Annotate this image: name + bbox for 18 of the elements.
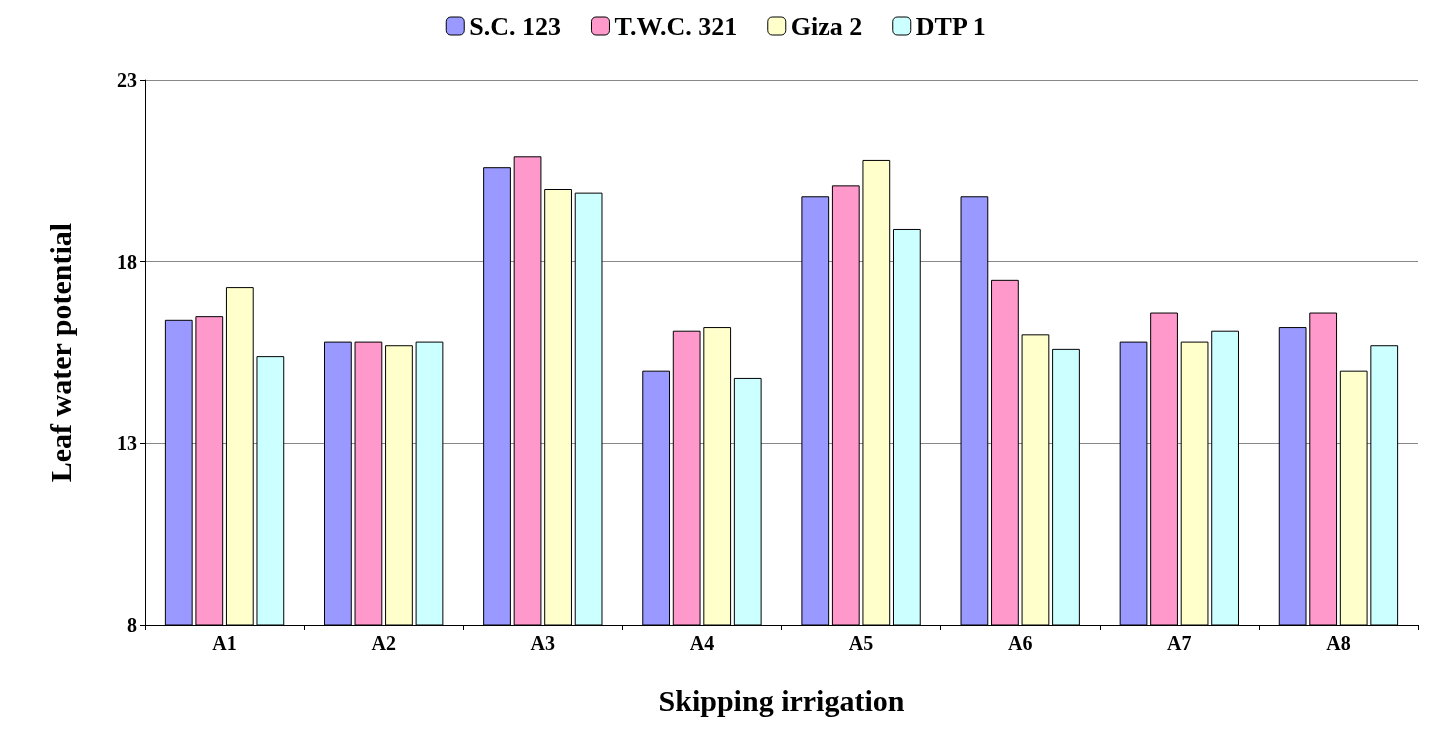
y-tick-label: 18 [117,250,137,273]
legend-label: DTP 1 [915,11,986,41]
x-tick-label: A4 [689,632,715,654]
x-tick-label: A3 [530,632,556,654]
x-axis-title: Skipping irrigation [658,683,905,717]
legend-label: S.C. 123 [469,11,561,41]
y-tick-label: 13 [117,432,137,455]
x-tick-label: A8 [1326,632,1351,654]
y-tick-label: 23 [117,69,137,91]
x-tick-label: A7 [1167,632,1192,654]
y-tick-label: 8 [127,614,137,636]
y-axis-title: Leaf water potential [43,222,77,483]
x-tick-label: A2 [371,632,396,654]
x-tick-label: A6 [1007,632,1033,654]
x-tick-label: A1 [212,632,237,654]
legend-label: Giza 2 [790,11,863,41]
legend-label: T.W.C. 321 [614,11,738,41]
x-tick-label: A5 [848,632,874,654]
